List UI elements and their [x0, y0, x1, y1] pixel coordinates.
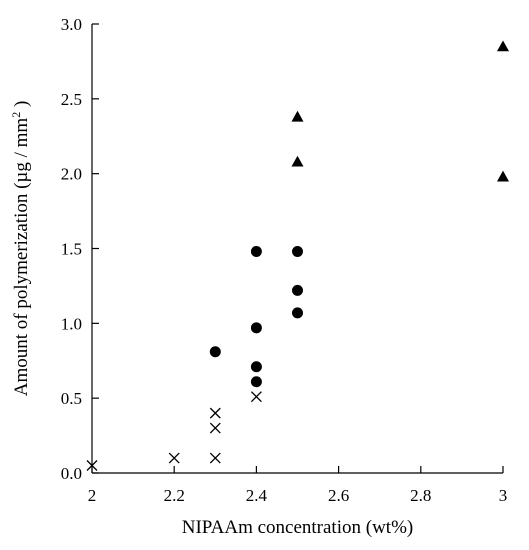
data-point-cross [168, 452, 180, 464]
data-points [86, 40, 509, 471]
data-point-triangle [497, 170, 509, 182]
data-point-triangle [497, 40, 509, 52]
y-axis-title-end: ) [11, 101, 32, 112]
data-point-cross [250, 391, 262, 403]
y-tick-label: 1.5 [61, 240, 82, 259]
data-point-circle [250, 361, 262, 373]
data-point-cross [86, 460, 98, 471]
x-tick-label: 3 [499, 486, 508, 505]
data-point-circle [250, 376, 262, 388]
data-point-triangle [291, 155, 304, 167]
x-tick-label: 2.2 [164, 486, 185, 505]
data-point-circle [292, 245, 303, 257]
y-tick-label: 0.5 [61, 389, 82, 408]
x-tick-label: 2.4 [246, 486, 268, 505]
y-tick-label: 0.0 [61, 464, 82, 483]
data-point-circle [292, 284, 303, 296]
y-axis-title: Amount of polymerization (µg / mm2 ) [9, 101, 32, 397]
y-tick-label: 2.0 [61, 165, 82, 184]
x-tick-label: 2.8 [410, 486, 431, 505]
x-tick-label: 2.6 [328, 486, 349, 505]
x-tick-label: 2 [88, 486, 97, 505]
y-ticks: 0.0 0.5 1.0 1.5 2.0 2.5 3.0 [61, 15, 99, 483]
y-axis-title-main: Amount of polymerization (µg / mm [11, 118, 32, 397]
x-ticks: 2 2.2 2.4 2.6 2.8 3 [88, 466, 508, 505]
data-point-circle [292, 307, 303, 319]
y-tick-label: 1.0 [61, 314, 82, 333]
y-tick-label: 2.5 [61, 90, 82, 109]
data-point-triangle [291, 110, 304, 122]
data-point-circle [250, 245, 262, 257]
data-point-cross [209, 422, 221, 434]
data-point-circle [209, 346, 221, 358]
y-tick-label: 3.0 [61, 15, 82, 34]
data-point-cross [209, 407, 221, 419]
y-axis-title-superscript: 2 [9, 112, 23, 118]
data-point-cross [209, 452, 221, 464]
data-point-circle [250, 322, 262, 334]
x-axis-title: NIPAAm concentration (wt%) [182, 517, 413, 538]
